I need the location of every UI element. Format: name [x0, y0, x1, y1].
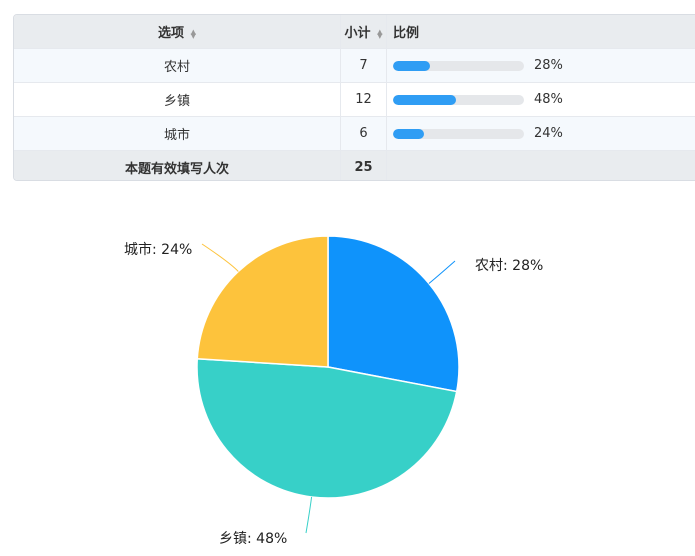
pie-slice[interactable] [196, 235, 329, 368]
table-header-row: 选项 ▲ ▼ 小计 ▲ ▼ 比例 [14, 15, 695, 49]
header-option-label: 选项 [158, 26, 185, 41]
row-count: 7 [340, 48, 387, 83]
ratio-percent: 48% [534, 92, 563, 107]
ratio-percent: 24% [534, 126, 563, 141]
pie-chart: 农村: 28% 乡镇: 48% 城市: 24% [124, 235, 543, 547]
row-ratio: 24% [386, 116, 695, 151]
footer-label: 本题有效填写人次 [14, 150, 341, 180]
row-ratio: 28% [386, 48, 695, 83]
ratio-bar [393, 128, 524, 139]
header-count-label: 小计 [344, 26, 371, 41]
pie-slice-label: 农村: 28% [475, 258, 543, 274]
header-count[interactable]: 小计 ▲ ▼ [340, 15, 387, 49]
pie-slice[interactable] [327, 235, 460, 393]
table-row: 乡镇 12 48% [14, 82, 695, 117]
table-footer-row: 本题有效填写人次 25 [14, 150, 695, 180]
header-ratio-label: 比例 [393, 26, 420, 41]
pie-slice-label: 城市: 24% [124, 241, 192, 258]
table-row: 农村 7 28% [14, 48, 695, 83]
ratio-bar [393, 60, 524, 71]
ratio-bar-fill [393, 128, 425, 139]
ratio-bar-fill [393, 94, 456, 105]
table-row: 城市 6 24% [14, 116, 695, 151]
ratio-bar-fill [393, 60, 430, 71]
ratio-bar [393, 94, 524, 105]
row-count: 6 [340, 116, 387, 151]
footer-empty [386, 150, 695, 180]
results-table: 选项 ▲ ▼ 小计 ▲ ▼ 比例 农村 7 [14, 15, 695, 180]
row-ratio: 48% [386, 82, 695, 117]
pie-leader-line [305, 496, 313, 534]
row-count: 12 [340, 82, 387, 117]
row-option: 农村 [14, 48, 341, 83]
sort-icon[interactable]: ▲ ▼ [377, 27, 383, 40]
header-ratio: 比例 [386, 15, 695, 49]
header-option[interactable]: 选项 ▲ ▼ [14, 15, 341, 49]
results-table-panel: 选项 ▲ ▼ 小计 ▲ ▼ 比例 农村 7 [13, 14, 695, 181]
ratio-percent: 28% [534, 58, 563, 73]
pie-slice-label: 乡镇: 48% [219, 531, 287, 547]
row-option: 乡镇 [14, 82, 341, 117]
pie-leader-line [428, 260, 456, 284]
pie-leader-line [201, 243, 239, 272]
row-option: 城市 [14, 116, 341, 151]
sort-icon[interactable]: ▲ ▼ [190, 27, 196, 40]
footer-total: 25 [340, 150, 387, 180]
